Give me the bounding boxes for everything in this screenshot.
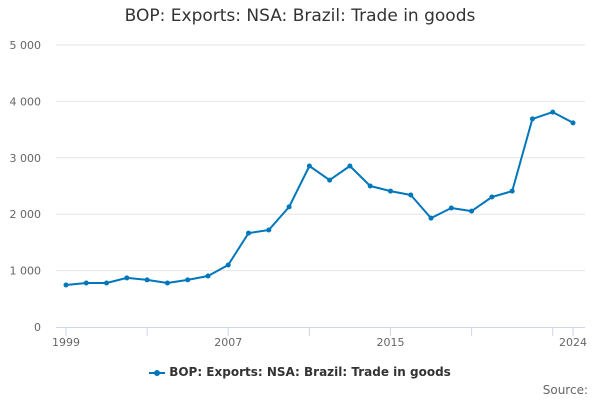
data-point[interactable] bbox=[570, 120, 576, 126]
y-tick-label: 4 000 bbox=[10, 95, 42, 108]
data-point[interactable] bbox=[124, 275, 130, 281]
gridlines bbox=[56, 44, 585, 272]
x-tick-label: 2024 bbox=[559, 336, 587, 349]
data-point[interactable] bbox=[509, 188, 515, 194]
data-point[interactable] bbox=[347, 163, 353, 169]
source-label: Source: bbox=[542, 383, 588, 397]
x-tick-label: 2015 bbox=[376, 336, 404, 349]
data-point[interactable] bbox=[225, 262, 231, 268]
x-tick-label: 2007 bbox=[214, 336, 242, 349]
data-point[interactable] bbox=[246, 230, 252, 236]
data-point[interactable] bbox=[408, 192, 414, 198]
data-point[interactable] bbox=[489, 194, 495, 200]
legend-line-marker-icon bbox=[149, 369, 166, 376]
data-point[interactable] bbox=[266, 227, 272, 233]
data-point[interactable] bbox=[367, 183, 373, 189]
y-tick-label: 1 000 bbox=[10, 265, 42, 278]
data-point[interactable] bbox=[550, 109, 556, 115]
data-point[interactable] bbox=[286, 204, 292, 210]
y-tick-label: 2 000 bbox=[10, 208, 42, 221]
data-point[interactable] bbox=[529, 116, 535, 122]
data-point[interactable] bbox=[63, 282, 69, 288]
legend-item[interactable]: BOP: Exports: NSA: Brazil: Trade in good… bbox=[0, 365, 600, 379]
data-point[interactable] bbox=[104, 280, 110, 286]
x-axis: 1999 2007 2015 2024 bbox=[52, 327, 587, 349]
data-point[interactable] bbox=[164, 280, 170, 286]
series-line[interactable] bbox=[63, 109, 576, 288]
data-point[interactable] bbox=[387, 188, 393, 194]
data-point[interactable] bbox=[185, 277, 191, 283]
data-point[interactable] bbox=[205, 273, 211, 279]
series-path[interactable] bbox=[65, 111, 574, 286]
data-point[interactable] bbox=[327, 177, 333, 183]
x-tick-label: 1999 bbox=[52, 336, 80, 349]
data-point[interactable] bbox=[469, 208, 475, 214]
chart-title: BOP: Exports: NSA: Brazil: Trade in good… bbox=[124, 6, 476, 26]
data-point[interactable] bbox=[306, 163, 312, 169]
legend-label: BOP: Exports: NSA: Brazil: Trade in good… bbox=[169, 365, 451, 379]
data-point[interactable] bbox=[448, 205, 454, 211]
y-axis: 0 1 000 2 000 3 000 4 000 5 000 bbox=[10, 39, 42, 334]
data-point[interactable] bbox=[428, 215, 434, 221]
data-point[interactable] bbox=[83, 280, 89, 286]
y-tick-label: 3 000 bbox=[10, 152, 42, 165]
data-point[interactable] bbox=[144, 277, 150, 283]
y-tick-label: 0 bbox=[34, 321, 41, 334]
y-tick-label: 5 000 bbox=[10, 39, 42, 52]
